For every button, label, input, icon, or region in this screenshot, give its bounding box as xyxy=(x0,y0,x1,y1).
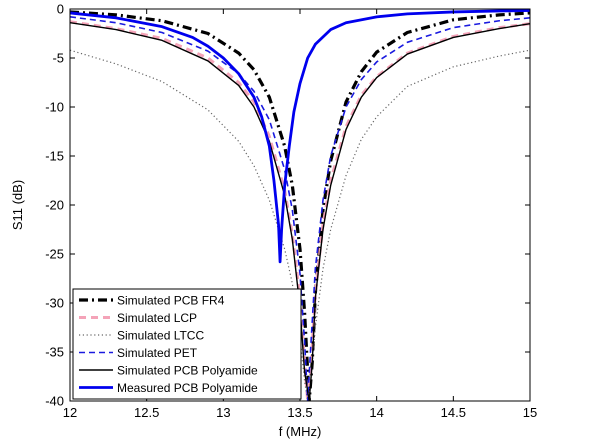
y-tick-label: -40 xyxy=(45,394,64,409)
legend-label-6: Measured PCB Polyamide xyxy=(117,381,258,395)
x-tick-label: 14 xyxy=(369,405,383,420)
y-tick-label: -10 xyxy=(45,100,64,115)
legend-label-3: Simulated LTCC xyxy=(117,329,204,343)
legend-label-4: Simulated PET xyxy=(117,346,198,360)
y-tick-label: -35 xyxy=(45,345,64,360)
y-tick-label: -5 xyxy=(52,51,64,66)
series-line-6 xyxy=(70,9,530,264)
y-tick-label: -15 xyxy=(45,149,64,164)
x-tick-label: 15 xyxy=(523,405,537,420)
x-tick-label: 13.5 xyxy=(287,405,312,420)
x-tick-label: 12.5 xyxy=(134,405,159,420)
ticks-layer: 12 12.5 13 13.5 14 14.5 15 0 -5 -10 -15 -20 -25 -30 -3… xyxy=(45,2,537,421)
series-line-5 xyxy=(70,22,530,401)
x-tick-label: 13 xyxy=(216,405,230,420)
y-axis-label: S11 (dB) xyxy=(10,180,25,230)
y-tick-label: -25 xyxy=(45,247,64,262)
y-tick-label: 0 xyxy=(57,2,64,17)
y-tick-label: -30 xyxy=(45,296,64,311)
legend-label-5: Simulated PCB Polyamide xyxy=(117,364,258,378)
legend: Simulated PCB FR4 Simulated LCP Simulated … xyxy=(72,288,302,400)
legend-box xyxy=(72,288,302,400)
series-line-2 xyxy=(70,20,530,401)
x-tick-label: 14.5 xyxy=(441,405,466,420)
legend-label-2: Simulated LCP xyxy=(117,311,197,325)
y-tick-label: -20 xyxy=(45,198,64,213)
x-axis-label: f (MHz) xyxy=(279,424,322,439)
series-layer xyxy=(70,9,530,401)
legend-label-1: Simulated PCB FR4 xyxy=(117,294,225,308)
x-tick-label: 12 xyxy=(63,405,77,420)
